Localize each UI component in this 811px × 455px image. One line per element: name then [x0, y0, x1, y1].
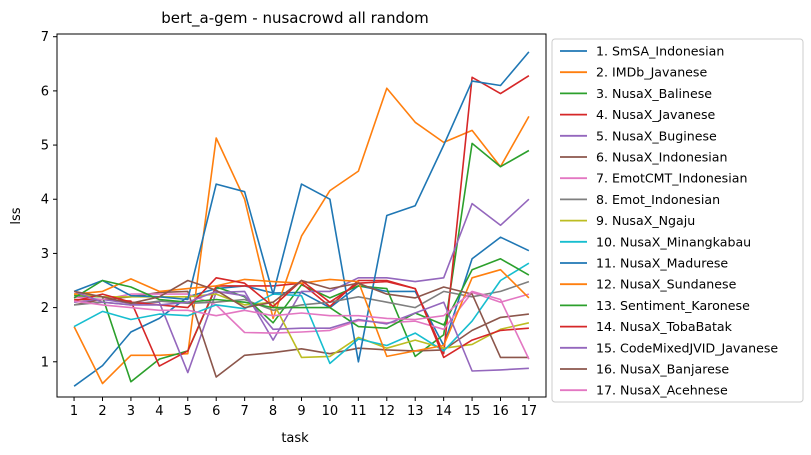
x-tick-label: 10 [322, 404, 339, 419]
series-line-8 [74, 280, 530, 312]
x-tick-label: 17 [521, 404, 538, 419]
x-axis: 1 2 3 4 5 6 7 8 9 10 11 12 13 14 15 16 17 [70, 397, 537, 419]
x-tick-label: 12 [379, 404, 396, 419]
series-line-2 [73, 87, 530, 385]
y-tick-label: 1 [41, 355, 49, 370]
series-line-10 [73, 262, 530, 365]
x-tick-label: 14 [435, 404, 452, 419]
x-tick-label: 6 [212, 404, 220, 419]
legend-label: 3. NusaX_Balinese [596, 86, 712, 101]
legend-label: 11. NusaX_Madurese [596, 256, 728, 271]
legend-label: 15. CodeMixedJVID_Javanese [596, 340, 778, 355]
series-line-16 [73, 279, 529, 359]
series-line-3 [74, 142, 530, 383]
legend-label: 7. EmotCMT_Indonesian [596, 171, 747, 186]
y-tick-label: 3 [41, 247, 49, 262]
y-tick-label: 6 [41, 84, 49, 99]
legend-box [551, 38, 804, 403]
series-line-13 [73, 257, 530, 330]
legend-label: 1. SmSA_Indonesian [596, 44, 724, 59]
chart-title: bert_a-gem - nusacrowd all random [161, 9, 429, 28]
x-tick-label: 8 [269, 404, 277, 419]
legend-label: 8. Emot_Indonesian [596, 192, 720, 207]
plot-frame [56, 33, 547, 398]
x-tick-label: 2 [98, 404, 106, 419]
x-tick-label: 5 [184, 404, 192, 419]
series-line-11 [73, 51, 530, 363]
x-tick-label: 1 [70, 404, 78, 419]
series-lines [73, 51, 530, 387]
legend-label: 12. NusaX_Sundanese [596, 277, 737, 292]
series-line-12 [74, 268, 530, 358]
x-tick-label: 4 [155, 404, 163, 419]
x-tick-label: 16 [492, 404, 509, 419]
legend-label: 16. NusaX_Banjarese [596, 362, 729, 377]
y-axis: 1 2 3 4 5 6 7 [41, 30, 57, 370]
y-axis-label: lss [9, 207, 24, 224]
legend-label: 9. NusaX_Ngaju [596, 213, 695, 228]
x-tick-label: 15 [464, 404, 481, 419]
x-tick-label: 7 [240, 404, 248, 419]
legend: 1. SmSA_Indonesian 2. IMDb_Javanese 3. Nus… [551, 38, 804, 403]
x-tick-label: 13 [407, 404, 424, 419]
legend-label: 4. NusaX_Javanese [596, 107, 716, 122]
legend-label: 5. NusaX_Buginese [596, 128, 717, 143]
legend-label: 10. NusaX_Minangkabau [596, 234, 751, 249]
series-line-1 [73, 236, 530, 387]
x-tick-label: 3 [127, 404, 135, 419]
y-tick-label: 4 [41, 193, 49, 208]
series-line-17 [73, 290, 530, 360]
legend-label: 14. NusaX_TobaBatak [596, 319, 733, 334]
y-tick-label: 2 [41, 301, 49, 316]
legend-label: 2. IMDb_Javanese [596, 65, 707, 80]
x-tick-label: 9 [297, 404, 305, 419]
x-tick-label: 11 [350, 404, 367, 419]
y-tick-label: 5 [41, 139, 49, 154]
series-line-15 [73, 290, 529, 372]
legend-label: 17. NusaX_Acehnese [596, 383, 728, 398]
series-line-7 [74, 291, 530, 334]
legend-label: 13. Sentiment_Karonese [596, 298, 750, 313]
y-tick-label: 7 [41, 30, 49, 45]
x-axis-label: task [281, 431, 309, 446]
legend-label: 6. NusaX_Indonesian [596, 150, 728, 165]
